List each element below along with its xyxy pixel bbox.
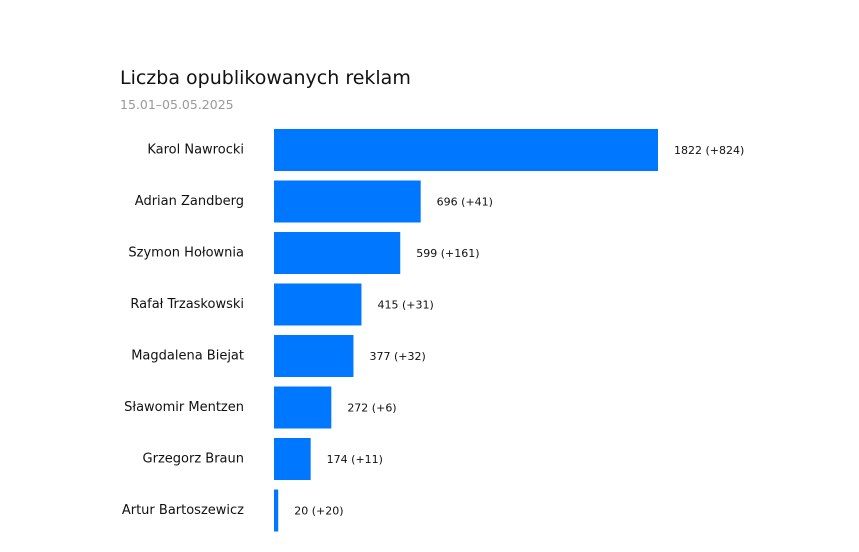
bar-5 <box>274 386 332 429</box>
bar-6 <box>274 438 311 480</box>
bar-0 <box>274 129 658 171</box>
category-label-0: Karol Nawrocki <box>147 143 244 158</box>
value-label-5: 272 (+6) <box>347 402 396 415</box>
category-label-5: Sławomir Mentzen <box>124 400 244 415</box>
category-label-7: Artur Bartoszewicz <box>122 503 244 518</box>
value-label-1: 696 (+41) <box>437 196 493 209</box>
bar-4 <box>274 335 354 377</box>
value-label-7: 20 (+20) <box>294 505 343 518</box>
value-label-2: 599 (+161) <box>416 247 479 260</box>
value-label-4: 377 (+32) <box>369 350 425 363</box>
value-label-3: 415 (+31) <box>377 299 433 312</box>
category-label-2: Szymon Hołownia <box>128 246 244 261</box>
bar-2 <box>274 232 401 274</box>
category-label-3: Rafał Trzaskowski <box>130 297 244 312</box>
value-label-6: 174 (+11) <box>327 453 383 466</box>
category-label-6: Grzegorz Braun <box>143 452 244 467</box>
category-label-1: Adrian Zandberg <box>135 194 244 209</box>
bar-3 <box>274 283 362 326</box>
bar-7 <box>274 489 279 532</box>
chart-subtitle: 15.01–05.05.2025 <box>120 97 234 112</box>
value-label-0: 1822 (+824) <box>674 144 744 157</box>
category-label-4: Magdalena Biejat <box>131 349 244 364</box>
bar-1 <box>274 180 421 223</box>
chart-title: Liczba opublikowanych reklam <box>120 67 411 89</box>
